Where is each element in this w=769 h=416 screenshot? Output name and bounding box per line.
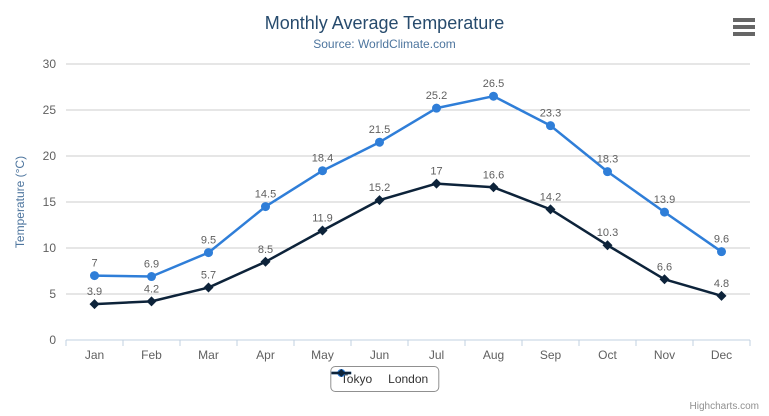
data-point-marker[interactable] [488,182,499,193]
data-label: 25.2 [426,90,447,102]
data-point-marker[interactable] [602,240,613,251]
y-axis-tick-label: 10 [43,241,57,255]
legend-label: Tokyo [340,372,373,386]
chart-subtitle: Source: WorldClimate.com [313,37,456,51]
data-label: 26.5 [483,78,504,90]
x-axis-label: Jan [85,348,104,362]
x-axis-label: May [311,348,334,362]
data-label: 11.9 [312,213,333,225]
data-label: 17 [430,166,442,178]
data-label: 3.9 [87,286,102,298]
data-point-marker[interactable] [89,299,100,310]
series-line-london[interactable] [93,182,723,306]
data-label: 9.5 [201,235,216,247]
series-line-tokyo[interactable] [93,94,723,278]
data-point-marker[interactable] [261,202,270,212]
data-point-marker[interactable] [375,137,384,147]
y-axis-title: Temperature (°C) [13,156,27,248]
data-point-marker[interactable] [317,225,328,236]
data-point-marker[interactable] [545,204,556,215]
data-point-marker[interactable] [431,178,442,189]
x-axis-label: Jun [370,348,389,362]
x-axis-label: Mar [198,348,219,362]
data-label: 6.9 [144,259,159,271]
x-axis-label: Nov [654,348,675,362]
data-point-marker[interactable] [203,282,214,293]
data-label: 9.6 [714,234,729,246]
legend: Tokyo London [329,366,440,392]
data-label: 15.2 [369,182,390,194]
y-axis-tick-label: 15 [43,195,57,209]
data-point-marker[interactable] [603,167,612,177]
data-label: 4.8 [714,278,729,290]
data-label: 14.5 [255,189,276,201]
x-axis-label: Dec [711,348,732,362]
hamburger-bar [733,25,755,29]
x-axis-label: Apr [256,348,275,362]
y-axis-tick-label: 25 [43,103,57,117]
data-point-marker[interactable] [204,248,213,258]
data-label: 10.3 [597,227,618,239]
data-label: 21.5 [369,124,390,136]
x-axis-label: Oct [598,348,617,362]
data-label: 18.3 [597,154,618,166]
data-point-marker[interactable] [659,274,670,285]
x-axis-label: Sep [540,348,562,362]
data-point-marker[interactable] [146,296,157,307]
y-axis-tick-label: 20 [43,149,57,163]
x-axis-label: Feb [141,348,162,362]
data-point-marker[interactable] [432,103,441,113]
y-axis-tick-label: 0 [49,333,56,347]
data-label: 8.5 [258,244,273,256]
data-label: 13.9 [654,194,675,206]
y-axis-tick-label: 30 [43,57,57,71]
credits-link[interactable]: Highcharts.com [689,401,759,412]
y-axis-tick-label: 5 [49,287,56,301]
legend-marker-icon [330,369,351,377]
data-label: 16.6 [483,169,504,181]
legend-item-london[interactable]: London [330,369,429,386]
data-label: 23.3 [540,108,561,120]
legend-label: London [388,372,429,386]
data-point-marker[interactable] [90,271,99,281]
data-point-marker[interactable] [717,247,726,257]
data-label: 18.4 [312,153,333,165]
x-axis-label: Aug [483,348,504,362]
data-label: 7 [91,258,97,270]
hamburger-menu-icon[interactable] [733,17,757,37]
data-point-marker[interactable] [374,195,385,206]
hamburger-bar [733,18,755,22]
chart-title: Monthly Average Temperature [264,13,505,33]
data-label: 4.2 [144,283,159,295]
data-point-marker[interactable] [489,91,498,101]
data-label: 5.7 [201,270,216,282]
hamburger-bar [733,32,755,36]
data-point-marker[interactable] [318,166,327,176]
data-point-marker[interactable] [660,207,669,217]
data-point-marker[interactable] [546,121,555,131]
x-axis-label: Jul [429,348,444,362]
data-point-marker[interactable] [147,272,156,282]
data-label: 6.6 [657,261,672,273]
data-point-marker[interactable] [260,256,271,267]
data-point-marker[interactable] [716,290,727,301]
data-label: 14.2 [540,191,561,203]
